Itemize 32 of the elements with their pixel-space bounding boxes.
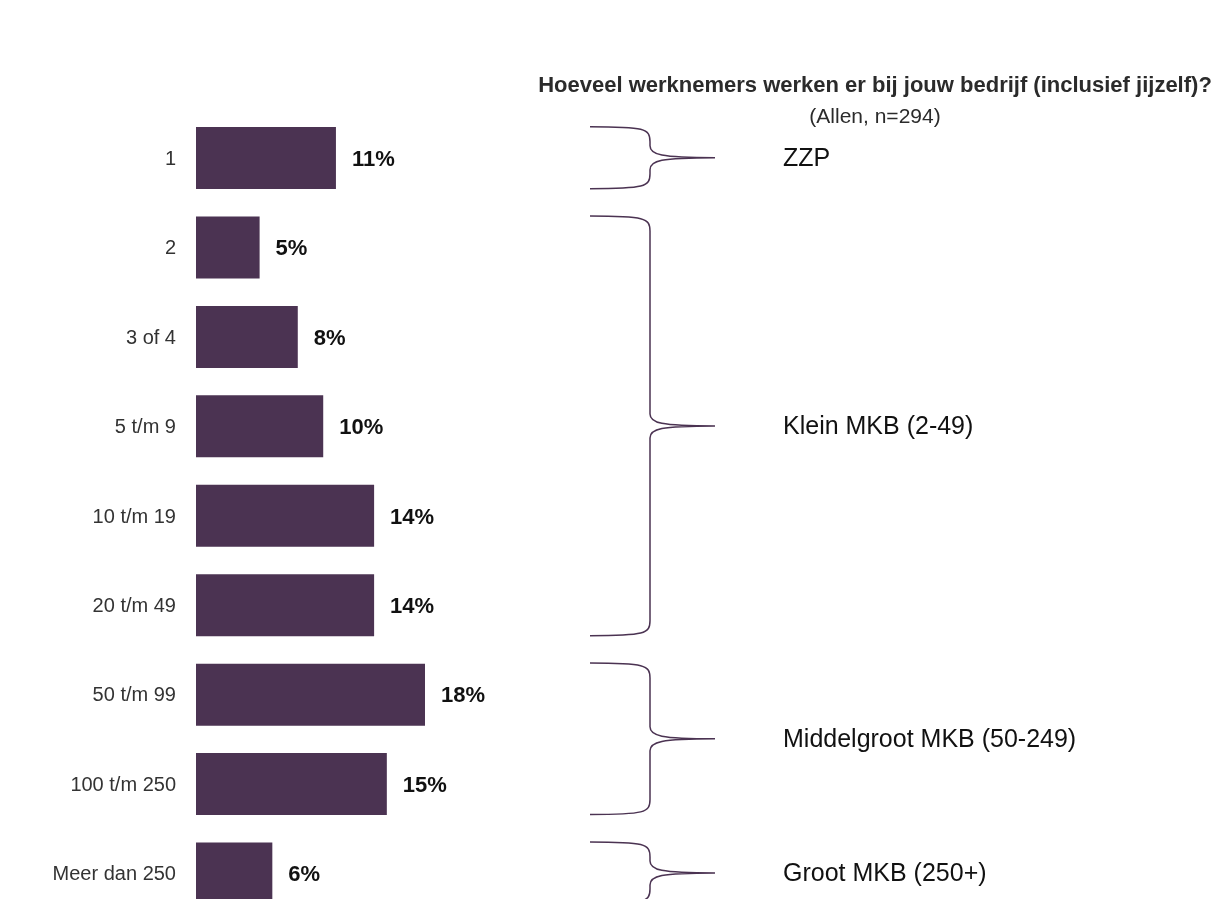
y-tick-label: Meer dan 250	[52, 862, 176, 885]
data-label: 14%	[390, 503, 435, 529]
data-label: 18%	[441, 682, 486, 708]
data-label: 11%	[351, 145, 395, 171]
data-label: 5%	[275, 235, 308, 261]
data-label: 10%	[339, 414, 384, 440]
bar	[196, 663, 425, 726]
y-tick-label: 5 t/m 9	[114, 415, 176, 438]
y-tick-label: 2	[164, 236, 176, 259]
bar	[196, 574, 375, 637]
bar	[196, 484, 375, 547]
y-tick-label: 10 t/m 19	[92, 504, 176, 527]
text: ZZP	[783, 142, 831, 172]
text: Groot MKB (250+)	[783, 857, 987, 887]
text: Hoeveel werknemers werken er bij jouw bedrijf (inclusief jijzelf)?	[537, 72, 1213, 98]
y-tick-label: 100 t/m 250	[70, 772, 176, 795]
data-label: 6%	[288, 861, 321, 887]
data-label: 14%	[390, 593, 435, 619]
bar	[196, 305, 298, 368]
text: Klein MKB (2-49)	[783, 410, 974, 440]
y-tick-label: 20 t/m 49	[92, 594, 176, 617]
y-tick-label: 50 t/m 99	[92, 683, 176, 706]
text: (Allen, n=294)	[808, 104, 942, 128]
data-label: 15%	[402, 771, 447, 797]
y-tick-label: 3 of 4	[125, 325, 176, 348]
bar	[196, 216, 260, 279]
y-tick-label: 1	[164, 146, 176, 169]
text: Middelgroot MKB (50-249)	[783, 723, 1077, 753]
bar	[196, 395, 324, 458]
bar	[196, 127, 336, 189]
bar	[196, 753, 387, 816]
data-label: 8%	[313, 324, 346, 350]
